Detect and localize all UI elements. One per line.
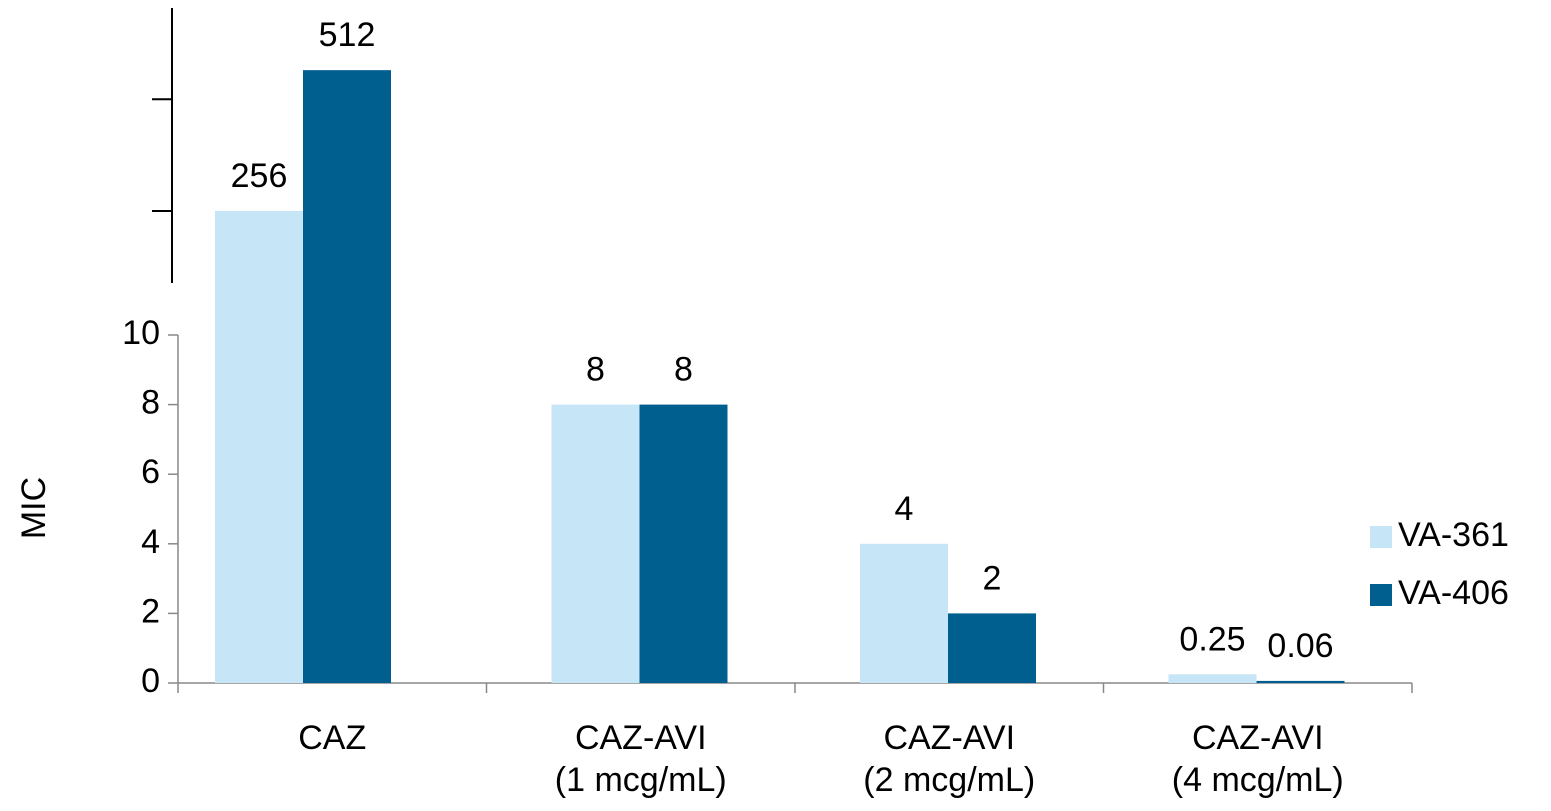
bar <box>215 210 303 683</box>
y-tick-label: 10 <box>122 314 160 352</box>
y-axis-label: MIC <box>15 477 53 539</box>
data-label: 4 <box>895 490 914 528</box>
x-tick-label-line: (1 mcg/mL) <box>555 761 727 799</box>
y-tick-label: 2 <box>141 592 160 630</box>
x-tick-label-line: (4 mcg/mL) <box>1172 761 1344 799</box>
y-tick-label: 0 <box>141 662 160 700</box>
x-tick-label: CAZ <box>298 719 366 757</box>
x-tick-label-line: CAZ <box>298 719 366 757</box>
bar <box>303 70 391 683</box>
x-tick-label-line: CAZ-AVI <box>1192 719 1324 757</box>
bar <box>639 404 728 683</box>
legend-label: VA-361 <box>1398 516 1509 554</box>
legend-swatch <box>1370 526 1392 548</box>
data-label: 8 <box>674 351 693 389</box>
y-tick-label: 8 <box>141 384 160 422</box>
x-tick-label: CAZ-AVI (4 mcg/mL) <box>1172 719 1344 799</box>
bar <box>1168 674 1257 683</box>
x-tick-label-line: CAZ-AVI <box>575 719 707 757</box>
data-label: 512 <box>319 16 376 54</box>
bar <box>1256 680 1345 683</box>
data-label: 0.06 <box>1267 627 1333 665</box>
data-label: 2 <box>983 559 1002 597</box>
x-tick-label: CAZ-AVI (2 mcg/mL) <box>863 719 1035 799</box>
x-tick-label: CAZ-AVI (1 mcg/mL) <box>555 719 727 799</box>
y-tick-label: 6 <box>141 453 160 491</box>
y-tick-label: 4 <box>141 523 160 561</box>
legend-label: VA-406 <box>1398 574 1509 612</box>
bar <box>860 543 948 683</box>
bar <box>551 404 640 683</box>
data-label: 8 <box>586 351 605 389</box>
legend-swatch <box>1370 584 1392 606</box>
bar <box>948 613 1036 683</box>
data-label: 256 <box>231 157 288 195</box>
x-tick-label-line: (2 mcg/mL) <box>863 761 1035 799</box>
x-tick-label-line: CAZ-AVI <box>883 719 1015 757</box>
data-label: 0.25 <box>1179 620 1245 658</box>
